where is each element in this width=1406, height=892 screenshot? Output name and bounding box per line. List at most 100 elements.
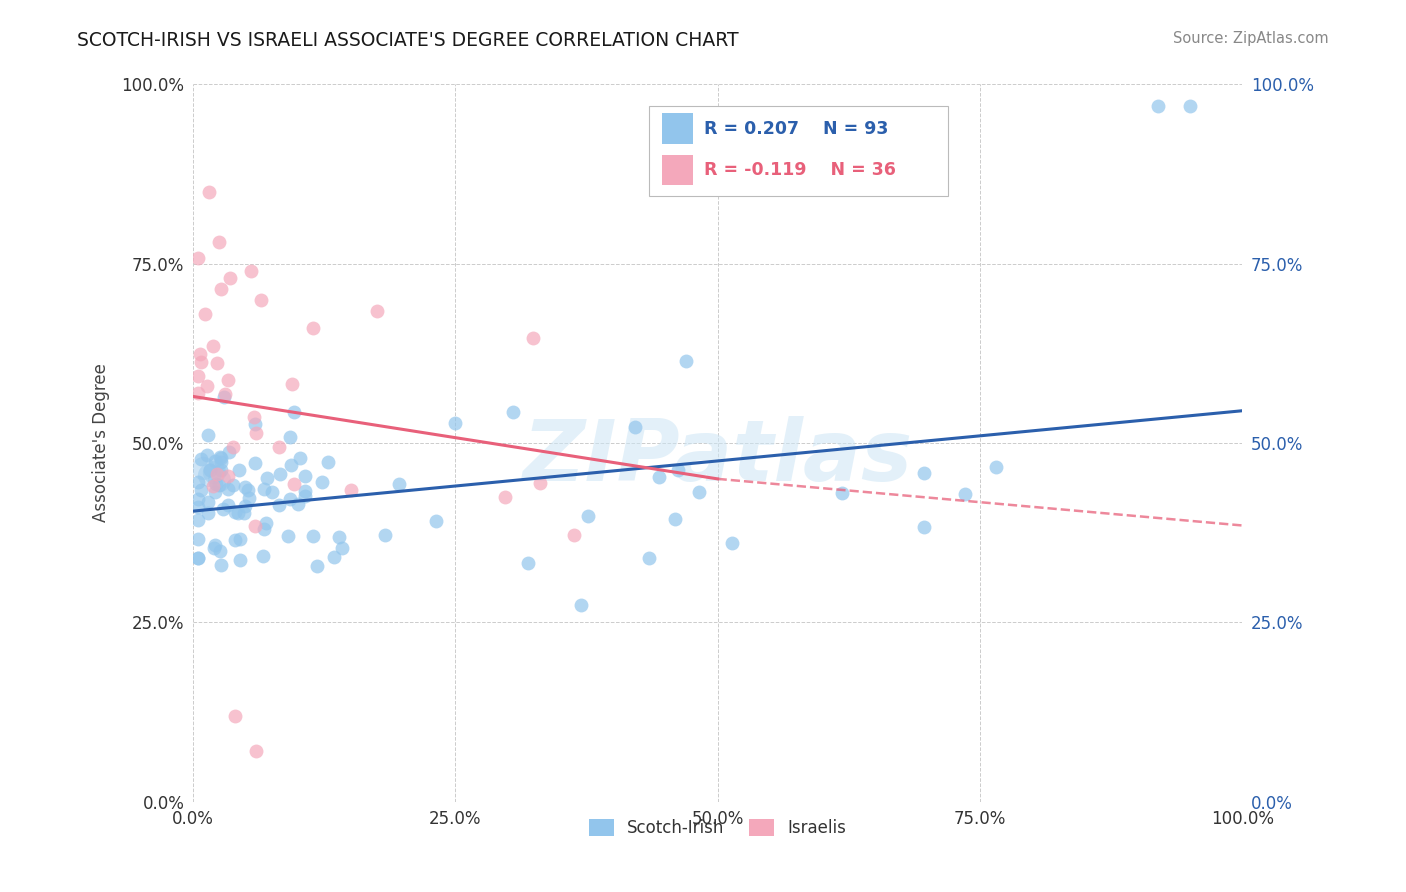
Point (277, 528, 299, 542)
Point (204, 477, 226, 491)
Point (254, 516, 277, 530)
Point (228, 463, 250, 477)
Point (229, 553, 252, 567)
Point (374, 528, 396, 542)
Y-axis label: Associate's Degree: Associate's Degree (93, 364, 110, 523)
Point (648, 470, 671, 484)
Point (253, 482, 276, 496)
Point (305, 559, 328, 574)
Point (224, 505, 246, 519)
Point (190, 355, 212, 369)
Point (187, 532, 209, 546)
Point (425, 514, 447, 528)
Point (195, 448, 218, 462)
Point (253, 522, 276, 536)
Point (201, 479, 224, 493)
Point (208, 235, 231, 250)
Point (224, 533, 246, 547)
Point (202, 541, 225, 555)
Point (197, 494, 219, 508)
Point (209, 462, 232, 476)
Point (388, 476, 411, 491)
Point (252, 549, 274, 563)
Point (675, 353, 697, 368)
Point (233, 506, 256, 520)
Point (294, 489, 316, 503)
Point (208, 450, 231, 464)
Point (205, 356, 228, 370)
Text: SCOTCH-IRISH VS ISRAELI ASSOCIATE'S DEGREE CORRELATION CHART: SCOTCH-IRISH VS ISRAELI ASSOCIATE'S DEGR… (77, 31, 740, 50)
Point (197, 468, 219, 483)
Point (209, 558, 232, 572)
Point (330, 541, 353, 555)
Point (194, 307, 217, 321)
Point (283, 405, 305, 419)
Point (190, 452, 212, 467)
Point (236, 483, 259, 497)
Point (218, 271, 240, 285)
Point (720, 536, 742, 550)
Point (187, 369, 209, 384)
Point (688, 484, 710, 499)
Point (256, 471, 278, 485)
Point (1147, 99, 1170, 113)
Point (444, 416, 467, 430)
Point (624, 420, 647, 434)
Point (204, 537, 226, 551)
Point (222, 440, 245, 454)
Point (912, 466, 935, 480)
Point (187, 491, 209, 506)
Point (222, 478, 245, 492)
Legend: Scotch-Irish, Israelis: Scotch-Irish, Israelis (582, 812, 853, 844)
Point (281, 377, 304, 392)
Point (212, 501, 235, 516)
Point (218, 445, 240, 459)
Point (239, 264, 262, 278)
Point (494, 490, 516, 504)
Point (562, 528, 585, 542)
Bar (662, 113, 693, 144)
Point (245, 744, 267, 758)
Point (340, 483, 363, 497)
Point (637, 551, 659, 566)
Point (233, 499, 256, 513)
Point (204, 485, 226, 500)
Point (245, 426, 267, 441)
Point (187, 475, 209, 490)
Point (269, 498, 291, 512)
Point (217, 373, 239, 387)
Point (202, 465, 225, 479)
Point (245, 519, 267, 533)
Text: Source: ZipAtlas.com: Source: ZipAtlas.com (1173, 31, 1329, 46)
Point (569, 598, 592, 612)
Point (201, 339, 224, 353)
Point (208, 473, 231, 487)
Point (283, 477, 305, 491)
Point (576, 508, 599, 523)
Point (243, 417, 266, 431)
Point (269, 467, 291, 481)
Point (522, 331, 544, 345)
Point (516, 556, 538, 570)
Point (953, 486, 976, 500)
Point (187, 550, 209, 565)
Bar (662, 154, 693, 185)
Point (200, 463, 222, 477)
Point (260, 484, 283, 499)
Point (209, 451, 232, 466)
Point (217, 498, 239, 512)
Point (302, 529, 325, 543)
Point (287, 498, 309, 512)
Point (187, 386, 209, 401)
Point (294, 469, 316, 483)
Point (188, 347, 211, 361)
Point (666, 463, 689, 477)
Point (328, 529, 350, 543)
Point (280, 458, 302, 473)
Point (323, 550, 346, 565)
Point (912, 520, 935, 534)
Point (664, 512, 686, 526)
Point (197, 427, 219, 442)
Point (217, 482, 239, 496)
Point (197, 506, 219, 520)
